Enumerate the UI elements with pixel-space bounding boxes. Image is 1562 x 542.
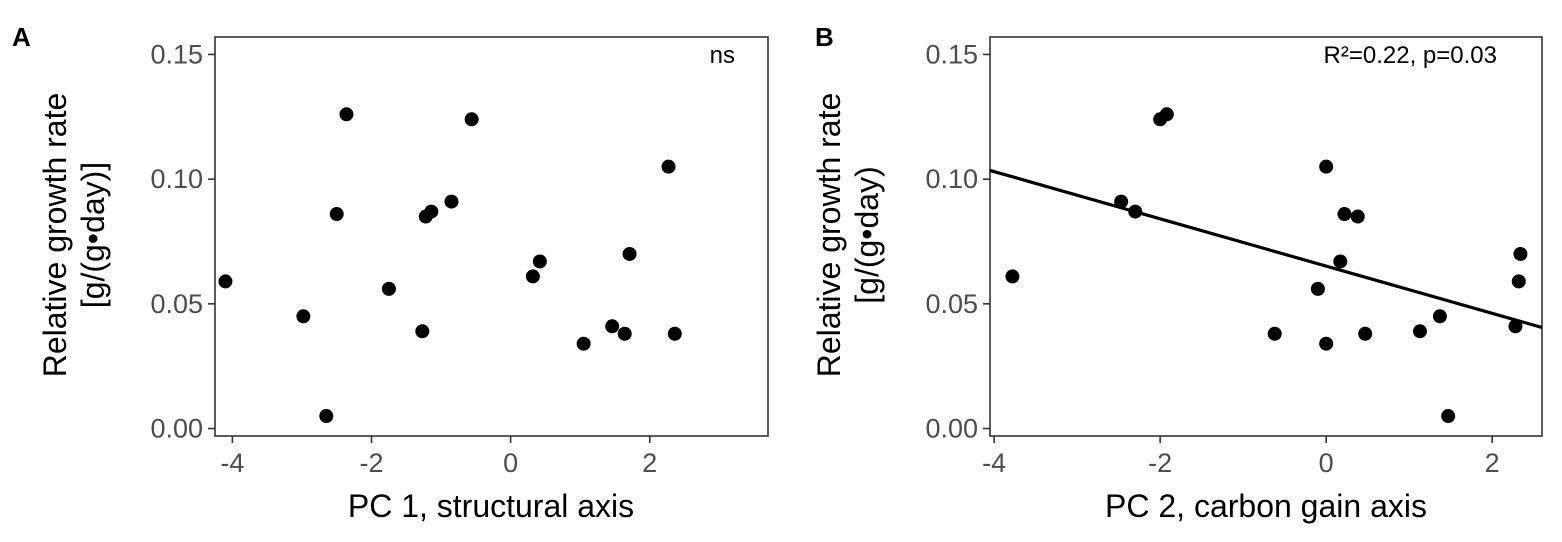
panel-a-data-point [444,194,459,209]
panel-b-y-axis-title: Relative growth rate [g/(g•day) [811,93,885,378]
panel-a-y-axis-title-line-1: Relative growth rate [37,93,73,378]
panel-b-plot-area [989,36,1543,437]
panel-b-data-point [1267,326,1282,341]
panel-letter-a: A [12,22,31,52]
panel-a-data-point [525,269,540,284]
panel-b-y-tick-label: 0.05 [925,289,978,319]
panel-b-x-tick-label: 0 [1319,448,1334,478]
panel-b-data-point [1114,194,1129,209]
panel-a-points [218,107,682,424]
panel-b-data-point [1412,324,1427,339]
panel-a-y-tick-label: 0.05 [150,289,203,319]
panel-a-x-axis-title: PC 1, structural axis [348,488,634,524]
panel-a-y-ticks: 0.00 0.05 0.10 0.15 [150,39,215,444]
panel-b-data-point [1319,336,1334,351]
panel-b-data-point [1513,246,1528,261]
panel-b-y-tick-label: 0.15 [925,39,978,69]
panel-a-y-tick-label: 0.00 [150,414,203,444]
panel-b-data-point [1319,159,1334,174]
panel-a-x-tick-label: -4 [220,448,244,478]
panel-b-data-point [1350,209,1365,224]
panel-a-data-point [339,107,354,122]
panel-b-y-tick-label: 0.10 [925,164,978,194]
panel-a-data-point [622,246,637,261]
panel-b-data-point [1128,204,1143,219]
panel-b-data-point [1511,274,1526,289]
panel-b-y-ticks: 0.00 0.05 0.10 0.15 [925,39,990,444]
panel-a-x-tick-label: -2 [360,448,384,478]
panel-b-y-tick-label: 0.00 [925,414,978,444]
panel-letter-b: B [815,22,834,52]
panel-a-x-tick-label: 0 [503,448,518,478]
panel-a-x-ticks: -4 -2 0 2 [220,436,657,478]
panel-a-plot-area [214,36,769,437]
panel-a-data-point [424,204,439,219]
panel-b-data-point [1432,309,1447,324]
panel-b-annotation: R²=0.22, p=0.03 [1324,42,1497,69]
panel-a-data-point [464,112,479,127]
panel-a-data-point [381,281,396,296]
panel-b-x-tick-label: -2 [1148,448,1172,478]
panel-b-data-point [1508,319,1523,334]
panel-b-data-point [1333,254,1348,269]
panel-a-data-point [319,409,334,424]
panel-b-data-point [1358,326,1373,341]
panel-a-data-point [605,319,620,334]
panel-a-data-point [532,254,547,269]
panel-b-data-point [1441,409,1456,424]
panel-b-regression-line [989,168,1543,330]
panel-a-data-point [296,309,311,324]
panel-a-data-point [415,324,430,339]
panel-b-data-point [1005,269,1020,284]
panel-b-data-point [1337,207,1352,222]
panel-a-data-point [667,326,682,341]
panel-a-x-tick-label: 2 [642,448,657,478]
panel-b-x-tick-label: -4 [982,448,1006,478]
panel-b-x-ticks: -4 -2 0 2 [982,436,1500,478]
panel-b-x-tick-label: 2 [1485,448,1500,478]
panel-a-data-point [218,274,233,289]
panel-a-y-tick-label: 0.10 [150,164,203,194]
panel-b-data-point [1159,107,1174,122]
panel-a-data-point [576,336,591,351]
panel-a-y-tick-label: 0.15 [150,39,203,69]
panel-b: B Relative growth rate [g/(g•day) 0.000.… [811,22,1543,524]
panel-b-fit-line-group [989,168,1543,330]
panel-b-data-point [1310,281,1325,296]
panel-b-points [1005,107,1528,424]
panel-a-y-axis-title-line-2: [g/(g•day)] [75,162,111,308]
panel-b-x-axis-title: PC 2, carbon gain axis [1105,488,1427,524]
panel-b-y-axis-title-line-2: [g/(g•day) [849,166,885,303]
panel-a: A Relative growth rate [g/(g•day)] 0.000… [12,22,769,524]
panel-a-data-point [329,207,344,222]
panel-a-y-axis-title: Relative growth rate [g/(g•day)] [37,93,111,378]
panel-a-data-point [661,159,676,174]
panel-a-annotation: ns [710,42,735,69]
panel-b-y-axis-title-line-1: Relative growth rate [811,93,847,378]
panel-a-data-point [617,326,632,341]
